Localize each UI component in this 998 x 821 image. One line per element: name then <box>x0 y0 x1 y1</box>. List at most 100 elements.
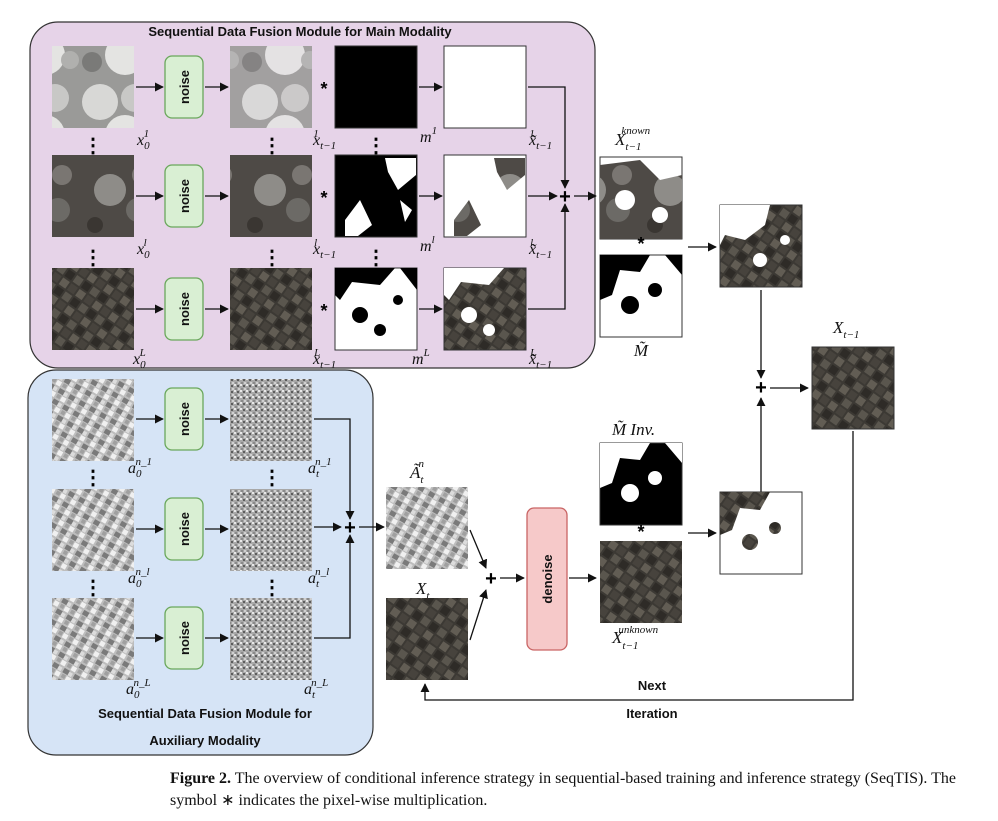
aux-module-title-line1: Sequential Data Fusion Module for <box>98 706 312 721</box>
star-main-1: * <box>320 79 327 99</box>
label-a0-n1: a0n_1 <box>128 456 152 480</box>
svg-text:⋮: ⋮ <box>262 247 282 269</box>
label-x-unknown: Xt−1unknown <box>611 624 659 652</box>
at-n1-image <box>230 379 312 461</box>
svg-text:noise: noise <box>177 70 192 104</box>
plus-denoise: + <box>485 568 497 590</box>
label-next: Next <box>638 678 667 693</box>
at-nl-image <box>230 489 312 571</box>
label-at-nl: atn_l <box>308 566 329 590</box>
known-result-image <box>719 204 803 288</box>
mask-1-image <box>334 45 418 129</box>
to-plus-denoise-arrows <box>469 529 525 641</box>
at-nL-image <box>230 598 312 680</box>
next-iteration-loop <box>420 431 854 701</box>
svg-text:noise: noise <box>177 402 192 436</box>
mtilde-inv-image <box>599 442 683 526</box>
label-x-known: Xt−1known <box>614 125 651 153</box>
noise-box-aux-l: noise <box>164 497 204 561</box>
svg-text:⋮: ⋮ <box>83 135 103 157</box>
label-mtilde: M̃ <box>633 341 649 360</box>
svg-text:⋮: ⋮ <box>262 577 282 599</box>
xtilde-l-image <box>443 154 527 238</box>
label-xtilde-L: x̃t−1L <box>528 347 552 371</box>
noise-box-aux-L: noise <box>164 606 204 670</box>
xt-l-image <box>230 155 312 237</box>
star-main-L: * <box>320 301 327 321</box>
figure-caption: Figure 2. The overview of conditional in… <box>170 768 990 812</box>
mask-L-image <box>334 267 418 351</box>
svg-text:noise: noise <box>177 621 192 655</box>
xt-image <box>386 598 468 680</box>
xt-1-image <box>230 46 312 128</box>
main-module-title: Sequential Data Fusion Module for Main M… <box>148 24 452 39</box>
label-xt: Xt <box>415 579 430 602</box>
main-row-arrows <box>136 82 443 314</box>
a0-nL-image <box>52 598 134 680</box>
svg-text:noise: noise <box>177 179 192 213</box>
label-xtilde-l: x̃t−1l <box>528 237 552 261</box>
aux-module-title-line2: Auxiliary Modality <box>149 733 261 748</box>
xtilde-1-image <box>443 45 527 129</box>
noise-box-main-L: noise <box>164 277 204 341</box>
noise-box-main-l: noise <box>164 164 204 228</box>
diagram-canvas: Sequential Data Fusion Module for Main M… <box>27 21 895 756</box>
star-main-l: * <box>320 188 327 208</box>
label-m-l: ml <box>420 234 435 255</box>
plus-final: + <box>755 377 767 399</box>
denoise-box: denoise <box>526 507 568 651</box>
label-atilde: Ãtn <box>409 458 424 486</box>
mask-l-image <box>334 154 418 238</box>
svg-text:⋮: ⋮ <box>83 247 103 269</box>
label-xt-1: xt−11 <box>312 128 336 152</box>
xtilde-L-image <box>443 267 527 351</box>
label-xtilde-1: x̃t−11 <box>528 128 552 152</box>
label-xt-L: xt−1L <box>312 347 336 371</box>
svg-text:⋮: ⋮ <box>366 247 386 269</box>
xt-minus1-image <box>811 346 895 430</box>
atilde-image <box>386 487 468 569</box>
label-x0-L: x0L <box>132 347 146 371</box>
noise-box-aux-1: noise <box>164 387 204 451</box>
caption-label: Figure 2. <box>170 770 232 787</box>
mtilde-image <box>599 254 683 338</box>
svg-text:⋮: ⋮ <box>262 467 282 489</box>
a0-n1-image <box>52 379 134 461</box>
svg-text:⋮: ⋮ <box>83 577 103 599</box>
a0-nl-image <box>52 489 134 571</box>
caption-text: The overview of conditional inference st… <box>170 770 956 809</box>
svg-text:⋮: ⋮ <box>83 467 103 489</box>
unknown-result-image <box>719 491 803 575</box>
svg-text:⋮: ⋮ <box>366 135 386 157</box>
label-m-1: m1 <box>420 125 437 146</box>
svg-text:noise: noise <box>177 512 192 546</box>
label-m-L: mL <box>412 347 430 368</box>
label-iteration: Iteration <box>626 706 677 721</box>
x-known-image <box>599 156 683 240</box>
xt-L-image <box>230 268 312 350</box>
label-mtilde-inv: M̃ Inv. <box>611 420 655 439</box>
label-xt-minus1: Xt−1 <box>832 318 859 341</box>
label-xt-l: xt−1l <box>312 237 336 261</box>
vdots-main: ⋮ ⋮ ⋮ ⋮ ⋮ ⋮ <box>83 135 386 269</box>
label-at-n1: atn_1 <box>308 456 332 480</box>
star-unknown: * <box>637 522 644 542</box>
plus-main: + <box>559 186 571 208</box>
star-known: * <box>637 234 644 254</box>
label-x0-1: x01 <box>136 128 150 152</box>
x0-l-image <box>52 155 134 237</box>
label-x0-l: x0l <box>136 237 150 261</box>
label-a0-nL: a0n_L <box>126 677 151 701</box>
x0-L-image <box>52 268 134 350</box>
main-merge-lines <box>528 86 597 310</box>
vdots-aux: ⋮ ⋮ ⋮ ⋮ <box>83 467 282 599</box>
svg-text:denoise: denoise <box>540 554 555 603</box>
plus-aux: + <box>344 517 356 539</box>
noise-box-main-1: noise <box>164 55 204 119</box>
aux-merge-lines <box>314 418 385 639</box>
x-unknown-source-image <box>600 541 682 623</box>
svg-text:⋮: ⋮ <box>262 135 282 157</box>
label-a0-nl: a0n_l <box>128 566 150 590</box>
svg-text:noise: noise <box>177 292 192 326</box>
label-at-nL: atn_L <box>304 677 328 701</box>
